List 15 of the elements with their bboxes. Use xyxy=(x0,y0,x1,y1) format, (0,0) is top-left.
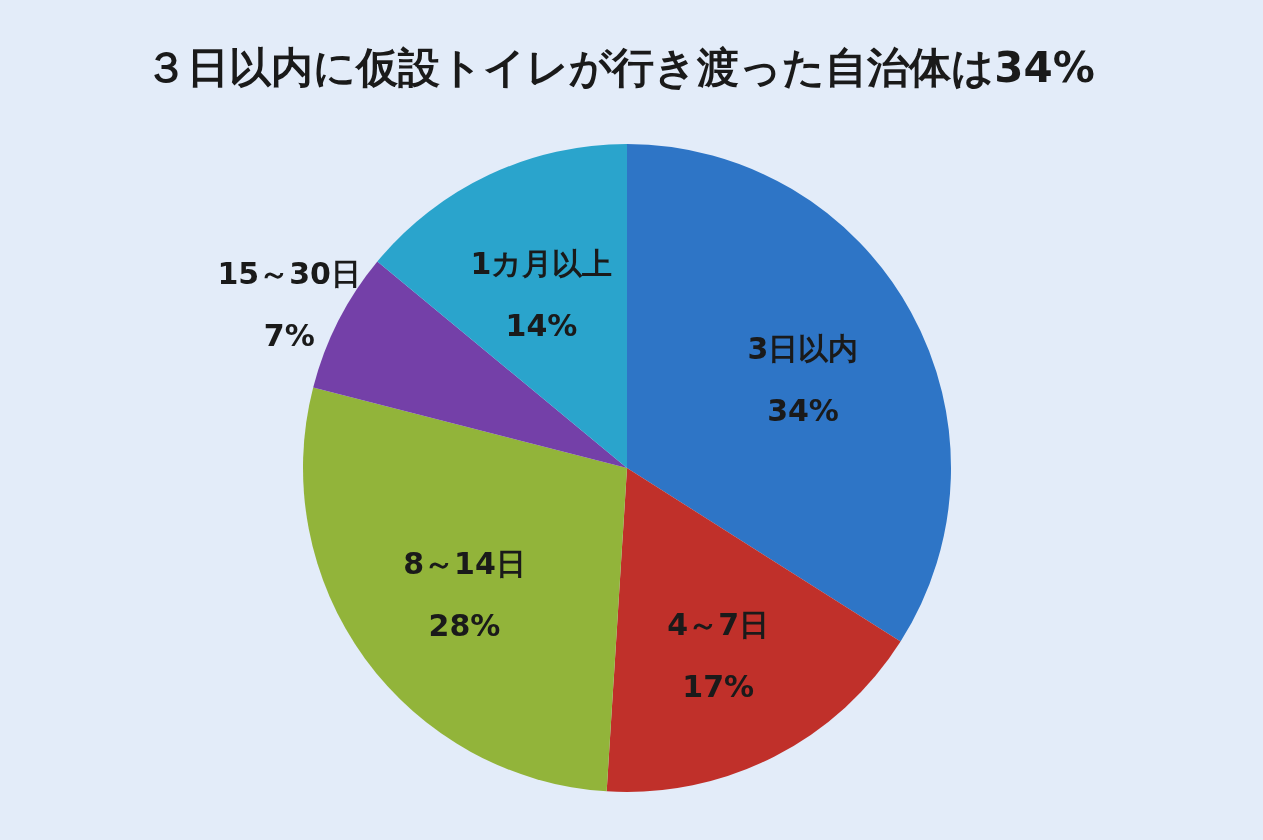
slice-label: 8～14日 xyxy=(403,546,526,582)
data-label: 14% xyxy=(505,308,578,344)
slice-label: 15～30日 xyxy=(217,255,361,291)
pie-slice xyxy=(627,144,951,642)
pie-slice xyxy=(303,387,627,792)
pie-slice xyxy=(606,468,901,792)
slice-label: 1カ月以上 xyxy=(470,246,613,282)
data-label: 7% xyxy=(263,317,315,353)
pie-slice xyxy=(377,144,627,468)
chart-title: ３日以内に仮設トイレが行き渡った自治体は34% xyxy=(145,43,1095,92)
data-label: 28% xyxy=(428,608,501,644)
slice-label: 3日以内 xyxy=(747,331,859,367)
data-label: 17% xyxy=(682,668,755,704)
slice-label: 4～7日 xyxy=(667,606,770,642)
data-label: 34% xyxy=(767,393,839,429)
